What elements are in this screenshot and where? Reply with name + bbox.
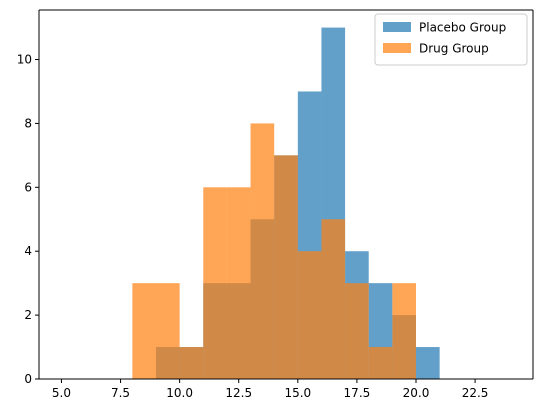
y-tick-label: 10 [17,53,32,67]
x-tick-label: 12.5 [225,386,252,400]
drug-group-bar [203,187,227,379]
drug-group-bar [297,251,322,379]
legend-label: Placebo Group [419,21,506,35]
y-tick-label: 2 [24,308,32,322]
x-tick-label: 5.0 [52,386,71,400]
x-tick-label: 17.5 [344,386,371,400]
x-tick-label: 7.5 [111,386,130,400]
drug-group-bar [132,283,156,379]
legend-swatch [383,43,411,53]
y-tick-label: 4 [24,244,32,258]
legend-swatch [383,22,411,32]
drug-group-bar [250,123,275,379]
drug-group-bar [392,283,416,379]
axes-layer: 5.0 7.5 10.0 12.5 15.0 17.5 20.0 22.5 0 2 4 6 8 10 [17,9,534,400]
drug-group-bar [368,347,393,379]
drug-group-bar [345,283,369,379]
legend-box [374,13,528,66]
y-tick-label: 8 [24,116,32,130]
y-tick-label: 6 [24,180,32,194]
x-tick-label: 15.0 [284,386,311,400]
x-tick-label: 20.0 [403,386,430,400]
x-tick-label: 10.0 [166,386,193,400]
drug-group-bar [226,187,251,379]
x-tick-label: 22.5 [462,386,489,400]
bars-layer [132,27,440,379]
legend: Placebo Group Drug Group [374,13,528,66]
drug-group-bar [274,155,298,379]
legend-label: Drug Group [419,42,489,56]
drug-group-bar [156,283,180,379]
placebo-group-bar [416,347,440,379]
y-tick-label: 0 [24,372,32,386]
drug-group-bar [179,347,204,379]
drug-group-bar [321,219,346,379]
